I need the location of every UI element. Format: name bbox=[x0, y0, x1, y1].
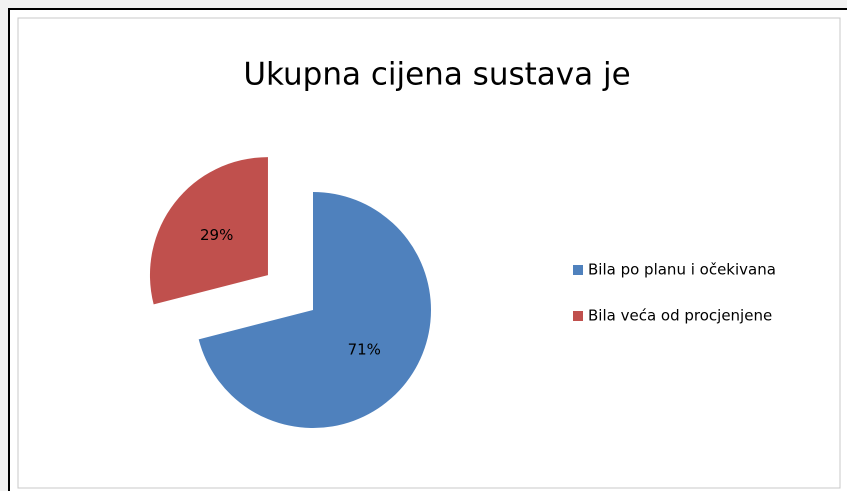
legend-swatch bbox=[573, 311, 583, 321]
pie-slice bbox=[198, 192, 431, 428]
pie: 71% 29% bbox=[149, 157, 431, 428]
legend-label: Bila po planu i očekivana bbox=[588, 261, 776, 279]
legend-swatch bbox=[573, 265, 583, 275]
chart-title: Ukupna cijena sustava je bbox=[243, 57, 630, 93]
pie-slice bbox=[149, 157, 268, 305]
data-label: 71% bbox=[348, 340, 381, 358]
legend-label: Bila veća od procjenjene bbox=[588, 307, 772, 325]
data-label: 29% bbox=[200, 226, 233, 244]
legend: Bila po planu i očekivana Bila veća od pr… bbox=[573, 261, 776, 325]
